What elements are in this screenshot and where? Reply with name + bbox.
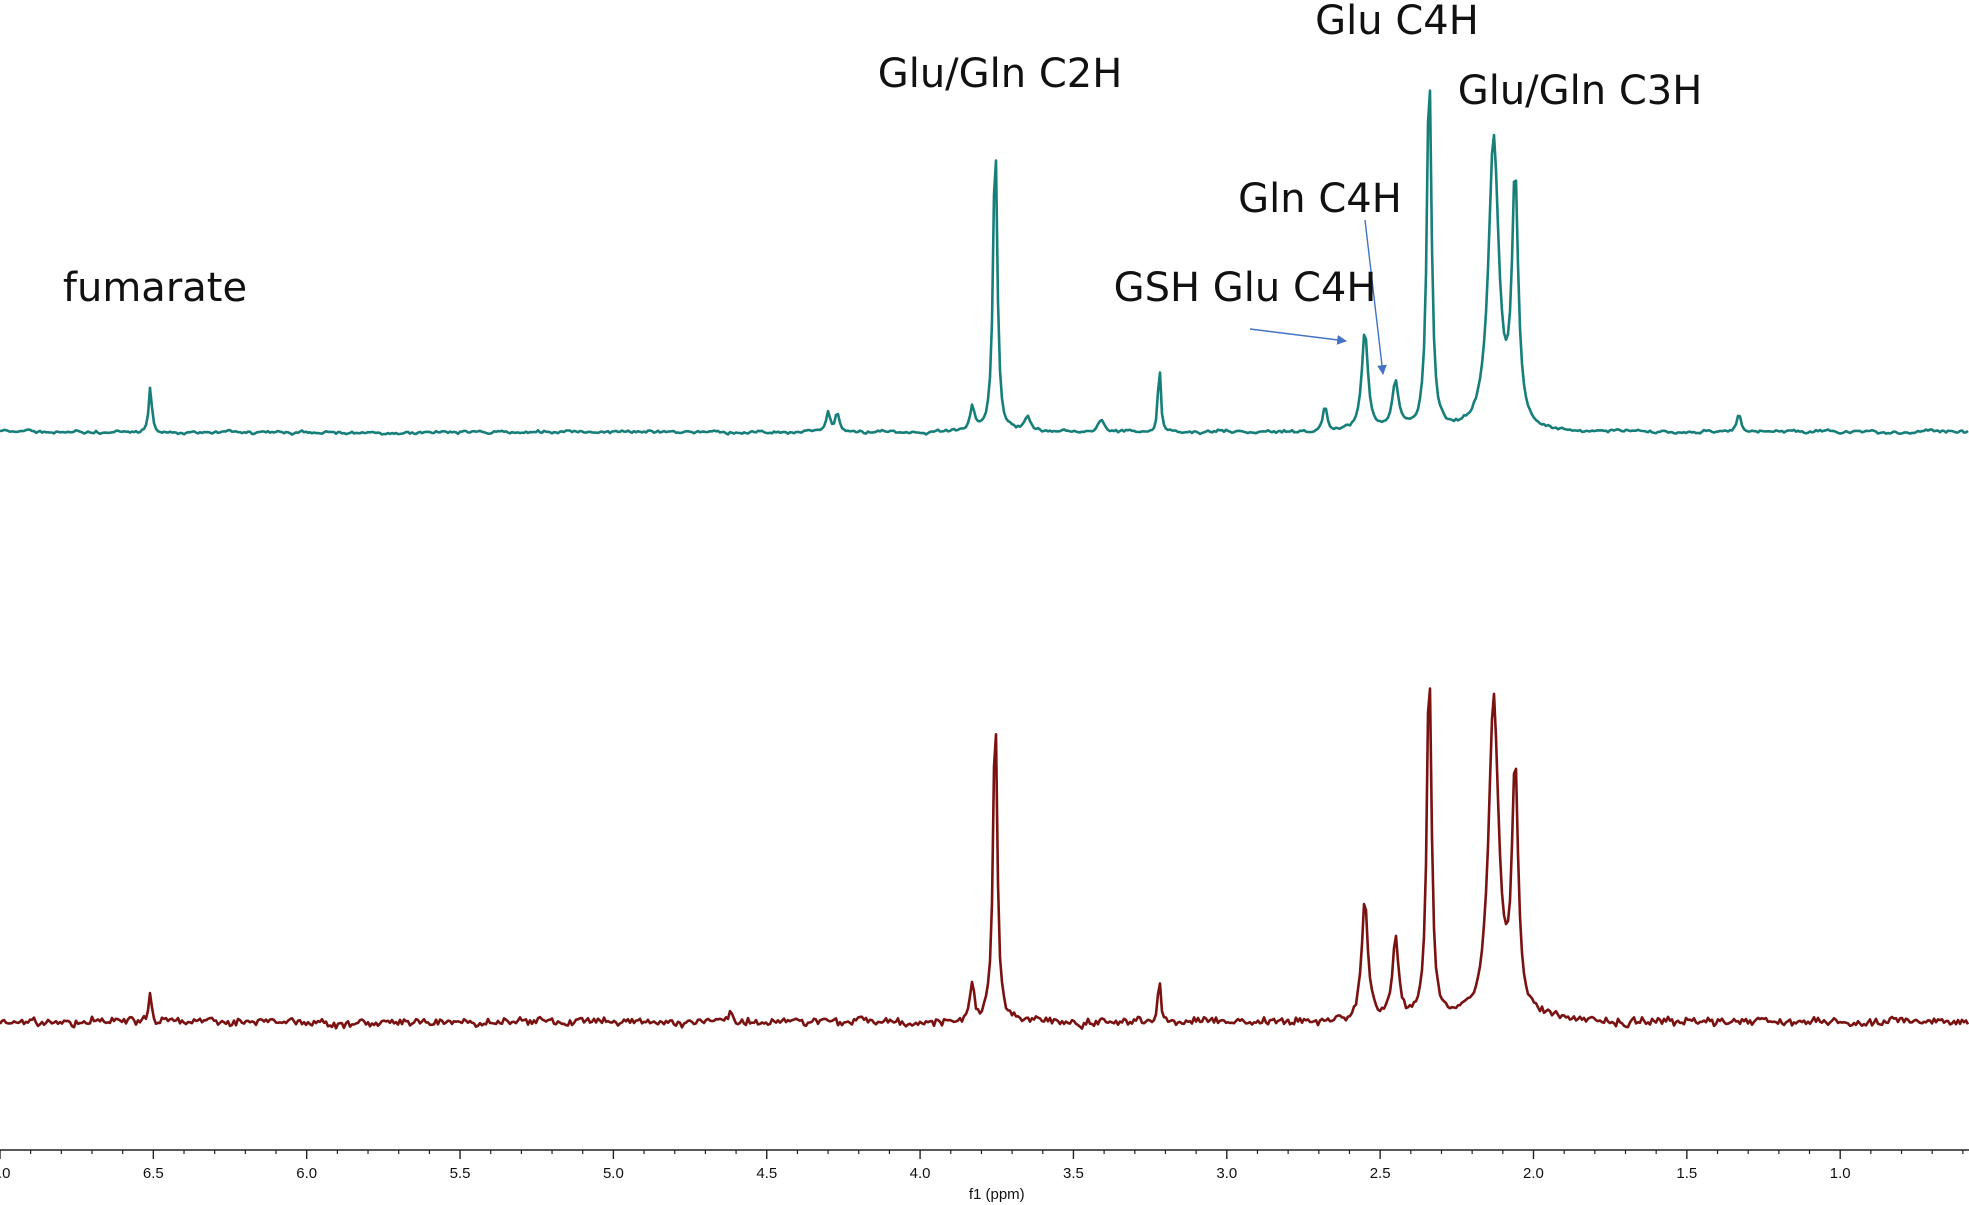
spectrum-trace-1 <box>0 89 1969 436</box>
x-axis: 7.0 6.5 6.0 5.5 5.0 4.5 4.0 3.5 3.0 2.5 2.0 1.5 1.0 <box>0 1149 1969 1182</box>
x-tick-label: 5.5 <box>450 1165 471 1182</box>
peak-annotation-glu-c4h: Glu C4H <box>1315 0 1479 44</box>
peak-annotation-glu-gln-c2h: Glu/Gln C2H <box>878 51 1123 97</box>
x-tick-label: 6.5 <box>143 1165 164 1182</box>
x-tick-label: 5.0 <box>603 1165 624 1182</box>
x-tick-label: 1.5 <box>1676 1165 1697 1182</box>
x-tick-label: 7.0 <box>0 1165 10 1182</box>
peak-annotation-gsh-glu-c4h: GSH Glu C4H <box>1114 265 1377 311</box>
x-tick-label: 6.0 <box>296 1165 317 1182</box>
x-axis-title: f1 (ppm) <box>969 1186 1025 1203</box>
x-tick-label: 4.0 <box>910 1165 931 1182</box>
x-tick-label: 1.0 <box>1830 1165 1851 1182</box>
peak-annotation-glu-gln-c3h: Glu/Gln C3H <box>1458 68 1703 114</box>
peak-annotation-gln-c4h: Gln C4H <box>1238 176 1402 222</box>
x-tick-label: 2.0 <box>1523 1165 1544 1182</box>
spectrum-trace-2 <box>0 687 1969 1030</box>
peak-annotation-fumarate: fumarate <box>63 265 247 311</box>
annotation-arrow-5 <box>1364 219 1387 375</box>
annotation-arrow-6 <box>1249 328 1347 345</box>
x-tick-label: 2.5 <box>1370 1165 1391 1182</box>
x-tick-label: 3.5 <box>1063 1165 1084 1182</box>
x-tick-label: 3.0 <box>1216 1165 1237 1182</box>
x-tick-label: 4.5 <box>756 1165 777 1182</box>
